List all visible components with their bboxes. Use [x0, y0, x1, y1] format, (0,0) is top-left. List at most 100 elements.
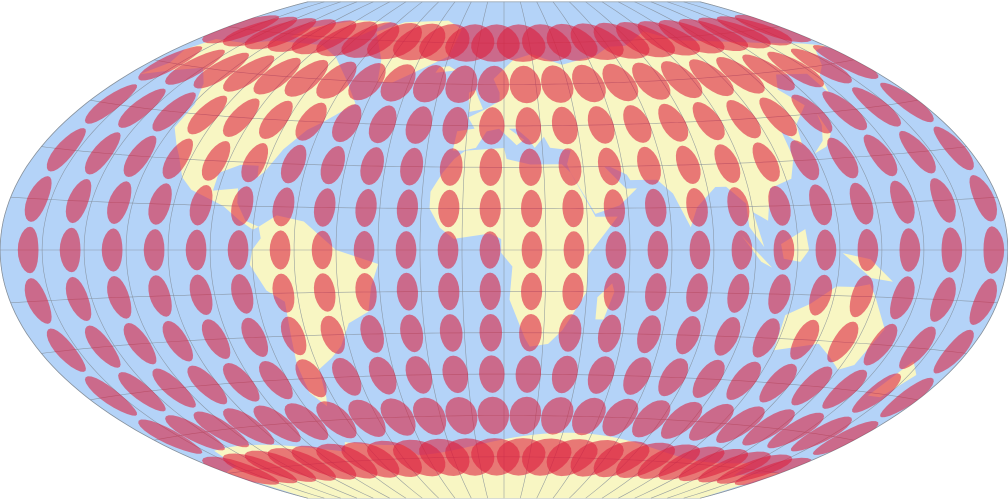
tissot-indicatrix: [773, 229, 795, 271]
tissot-indicatrix: [602, 398, 639, 437]
tissot-indicatrix: [162, 138, 193, 180]
tissot-indicatrix: [360, 315, 384, 353]
tissot-indicatrix: [438, 189, 460, 228]
tissot-indicatrix: [734, 14, 812, 43]
tissot-indicatrix: [716, 406, 765, 443]
tissot-indicatrix: [880, 82, 934, 123]
tissot-indicatrix: [675, 145, 701, 184]
tissot-indicatrix: [17, 226, 39, 274]
tissot-indicatrix: [698, 451, 771, 483]
tissot-indicatrix: [253, 57, 301, 95]
tissot-indicatrix: [572, 64, 606, 103]
tissot-indicatrix: [400, 147, 424, 186]
tissot-indicatrix: [678, 18, 748, 51]
tissot-indicatrix: [295, 359, 327, 398]
tissot-indicatrix: [558, 314, 582, 352]
tissot-indicatrix: [445, 65, 478, 103]
tissot-indicatrix: [201, 141, 231, 181]
tissot-indicatrix: [812, 421, 879, 455]
tissot-indicatrix: [605, 231, 627, 269]
tissot-indicatrix: [259, 100, 293, 139]
tissot-indicatrix: [716, 16, 793, 46]
tissot-indicatrix: [313, 273, 336, 312]
tissot-indicatrix: [863, 323, 898, 366]
tissot-indicatrix: [320, 315, 345, 354]
tissot-indicatrix: [930, 178, 956, 223]
tissot-indicatrix: [479, 189, 501, 228]
tissot-indicatrix: [521, 189, 543, 228]
parallel-line: [41, 146, 967, 168]
tissot-indicatrix: [241, 317, 268, 357]
tissot-indicatrix: [603, 272, 625, 311]
tissot-indicatrix: [187, 365, 228, 405]
tissot-indicatrix: [437, 231, 459, 269]
tissot-indicatrix: [933, 126, 974, 171]
tissot-indicatrix: [969, 278, 997, 325]
tissot-indicatrix: [165, 415, 225, 451]
tissot-indicatrix: [138, 46, 203, 81]
tissot-indicatrix: [767, 51, 825, 88]
tissot-indicatrix: [477, 396, 510, 435]
parallel-line: [41, 332, 967, 354]
tissot-indicatrix: [368, 356, 397, 395]
tissot-indicatrix: [742, 54, 795, 91]
tissot-indicatrix: [791, 366, 833, 406]
tissot-indicatrix: [692, 359, 725, 398]
tissot-indicatrix: [46, 328, 86, 372]
tissot-indicatrix: [368, 105, 397, 144]
tissot-indicatrix: [660, 401, 703, 439]
tissot-indicatrix: [479, 107, 505, 145]
tissot-indicatrix: [623, 105, 652, 143]
tissot-indicatrix: [727, 273, 750, 313]
tissot-indicatrix: [509, 396, 542, 435]
tissot-indicatrix: [716, 57, 765, 94]
tissot-indicatrix: [84, 376, 137, 416]
tissot-indicatrix: [272, 273, 295, 313]
tissot-indicatrix: [660, 61, 703, 99]
tissot-indicatrix: [244, 18, 317, 50]
tissot-indicatrix: [24, 176, 52, 222]
tissot-indicatrix: [477, 65, 510, 104]
tissot-indicatrix: [284, 59, 329, 97]
tissot-indicatrix: [790, 319, 820, 360]
tissot-indicatrix: [815, 229, 837, 271]
tissot-indicatrix: [223, 408, 275, 445]
tissot-indicatrix: [827, 321, 859, 363]
tissot-indicatrix: [541, 397, 574, 435]
tissot-indicatrix: [791, 94, 833, 134]
tissot-indicatrix: [623, 357, 652, 395]
tissot-indicatrix: [521, 231, 543, 269]
tissot-indicatrix: [152, 368, 196, 408]
tissot-indicatrix: [827, 137, 859, 179]
tissot-indicatrix: [231, 274, 254, 314]
tissot-indicatrix: [148, 275, 172, 317]
tissot-indicatrix: [413, 65, 447, 103]
tissot-indicatrix: [849, 275, 874, 318]
tissot-indicatrix: [280, 144, 307, 184]
tissot-indicatrix: [65, 276, 92, 321]
tissot-indicatrix: [759, 97, 797, 137]
tissot-indicatrix: [541, 65, 574, 103]
tissot-indicatrix: [572, 397, 606, 436]
tissot-indicatrix: [602, 63, 639, 102]
tissot-indicatrix: [857, 228, 879, 272]
tissot-indicatrix: [558, 148, 582, 186]
tissot-indicatrix: [355, 188, 377, 227]
tissot-indicatrix: [563, 231, 585, 269]
tissot-indicatrix: [295, 102, 327, 141]
parallel-line: [10, 196, 998, 209]
tissot-indicatrix: [479, 231, 501, 269]
tissot-indicatrix: [84, 325, 121, 368]
tissot-indicatrix: [413, 397, 447, 435]
tissot-indicatrix: [442, 355, 469, 394]
tissot-indicatrix: [899, 228, 921, 272]
tissot-indicatrix: [658, 446, 725, 480]
tissot-indicatrix: [123, 323, 157, 365]
tissot-indicatrix: [405, 106, 433, 144]
tissot-indicatrix: [222, 98, 260, 137]
tissot-indicatrix: [933, 329, 974, 374]
tissot-indicatrix: [65, 179, 92, 224]
tissot-indicatrix: [185, 229, 207, 271]
tissot-indicatrix: [742, 409, 795, 446]
tissot-indicatrix: [259, 361, 293, 400]
